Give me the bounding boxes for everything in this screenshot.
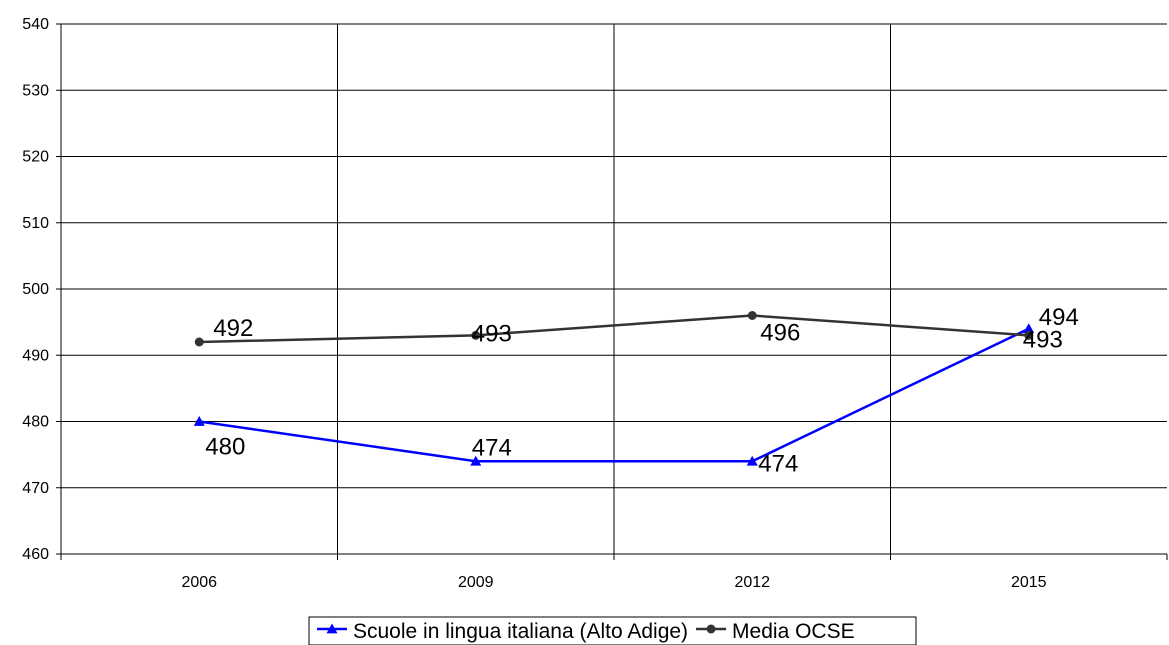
y-tick-label: 480 (22, 414, 49, 431)
legend: Scuole in lingua italiana (Alto Adige) Me… (308, 616, 917, 645)
series-1-point (746, 455, 758, 466)
series-line-1 (199, 327, 1030, 463)
y-tick-label: 460 (22, 546, 49, 563)
legend-label: Scuole in lingua italiana (Alto Adige) (353, 620, 688, 643)
series-layer (193, 311, 1035, 466)
legend-label: Media OCSE (732, 620, 855, 643)
data-label: 496 (760, 320, 800, 347)
series-1-point (1023, 323, 1035, 334)
x-tick-label: 2006 (181, 574, 217, 591)
grid-layer (61, 23, 1167, 555)
legend-swatch-marker (706, 624, 716, 634)
y-tick-label: 520 (22, 149, 49, 166)
data-label: 480 (205, 434, 245, 461)
data-label: 474 (758, 450, 798, 477)
series-2-point (1024, 330, 1034, 340)
series-2-point (747, 311, 757, 320)
data-label: 493 (472, 320, 512, 347)
legend-swatch-marker (326, 623, 338, 634)
y-tick-label: 540 (22, 16, 49, 33)
y-tick-label: 490 (22, 347, 49, 364)
y-tick-label: 510 (22, 215, 49, 232)
series-line-2 (199, 314, 1029, 344)
x-tick-label: 2009 (458, 574, 494, 591)
series-2-point (471, 330, 481, 340)
data-label-layer: 480 474 474 494 492 493 496 493 (205, 304, 1079, 478)
data-label: 492 (213, 315, 253, 342)
y-tick-label: 500 (22, 281, 49, 298)
axis-layer: 460 470 480 490 500 510 520 530 540 2006 2009 2012 2… (22, 16, 1168, 591)
legend-box (308, 616, 917, 645)
series-1-point (193, 416, 205, 426)
x-tick-label: 2015 (1011, 574, 1047, 591)
data-label: 493 (1023, 326, 1063, 353)
series-2-point (194, 337, 204, 347)
data-label: 474 (472, 434, 512, 461)
x-tick-label: 2012 (734, 574, 770, 591)
data-label: 494 (1039, 304, 1079, 331)
y-tick-label: 530 (22, 82, 49, 99)
y-tick-label: 470 (22, 480, 49, 497)
series-1-point (470, 455, 482, 466)
